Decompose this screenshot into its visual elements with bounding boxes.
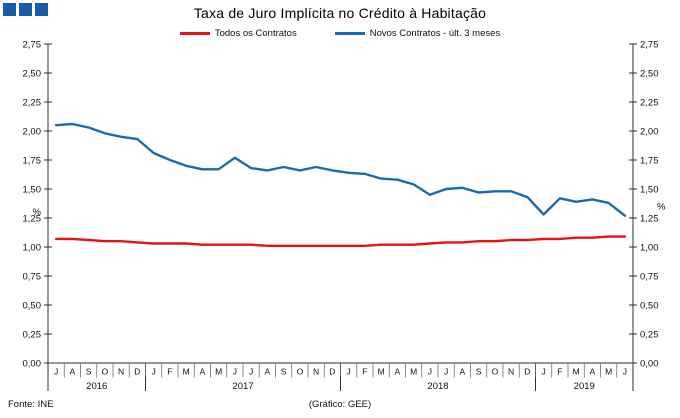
svg-text:2,25: 2,25 bbox=[640, 97, 659, 108]
svg-text:A: A bbox=[200, 367, 206, 377]
legend-line-swatch-red bbox=[179, 32, 210, 35]
svg-text:J: J bbox=[347, 367, 351, 377]
svg-text:O: O bbox=[297, 367, 304, 377]
svg-text:2,75: 2,75 bbox=[23, 39, 42, 50]
svg-text:M: M bbox=[215, 367, 222, 377]
svg-text:1,50: 1,50 bbox=[640, 184, 659, 195]
svg-text:1,75: 1,75 bbox=[23, 155, 42, 166]
svg-text:O: O bbox=[492, 367, 499, 377]
svg-text:2018: 2018 bbox=[427, 381, 448, 392]
svg-text:J: J bbox=[233, 367, 237, 377]
svg-text:1,00: 1,00 bbox=[640, 242, 659, 253]
y-axis-left-labels: 0,00 0,25 0,50 0,75 1,00 1,25 1,50 1,75 2,00 2,25… bbox=[23, 39, 42, 369]
svg-text:S: S bbox=[476, 367, 482, 377]
source-note: Fonte: INE bbox=[8, 399, 54, 410]
svg-text:2,00: 2,00 bbox=[640, 126, 659, 137]
legend-item-todos-os-contratos: Todos os Contratos bbox=[179, 28, 297, 39]
svg-text:J: J bbox=[542, 367, 546, 377]
svg-text:0,75: 0,75 bbox=[23, 271, 42, 282]
svg-text:2017: 2017 bbox=[232, 381, 253, 392]
svg-text:1,50: 1,50 bbox=[23, 184, 42, 195]
series-line-1 bbox=[54, 122, 627, 217]
svg-text:0,00: 0,00 bbox=[23, 358, 42, 369]
svg-text:N: N bbox=[508, 367, 514, 377]
svg-text:S: S bbox=[86, 367, 92, 377]
svg-text:F: F bbox=[167, 367, 172, 377]
ine-logo bbox=[3, 3, 48, 16]
svg-text:2,25: 2,25 bbox=[23, 97, 42, 108]
legend-item-novos-contratos: Novos Contratos - últ. 3 meses bbox=[334, 28, 501, 39]
series-line-0 bbox=[54, 235, 627, 248]
svg-text:J: J bbox=[428, 367, 432, 377]
svg-text:0,50: 0,50 bbox=[640, 300, 659, 311]
svg-text:A: A bbox=[590, 367, 596, 377]
svg-text:%: % bbox=[33, 207, 42, 218]
svg-text:0,75: 0,75 bbox=[640, 271, 659, 282]
svg-text:J: J bbox=[54, 367, 58, 377]
axes bbox=[44, 43, 637, 391]
legend-line-swatch-blue bbox=[334, 32, 365, 35]
svg-text:A: A bbox=[395, 367, 401, 377]
svg-text:0,25: 0,25 bbox=[640, 329, 659, 340]
svg-text:2,50: 2,50 bbox=[23, 68, 42, 79]
svg-text:0,00: 0,00 bbox=[640, 358, 659, 369]
chart-legend: Todos os Contratos Novos Contratos - últ… bbox=[0, 28, 680, 39]
logo-square bbox=[35, 3, 48, 16]
svg-text:D: D bbox=[134, 367, 140, 377]
svg-text:N: N bbox=[118, 367, 124, 377]
svg-text:1,75: 1,75 bbox=[640, 155, 659, 166]
svg-text:%: % bbox=[657, 201, 666, 212]
svg-text:D: D bbox=[524, 367, 530, 377]
svg-text:0,25: 0,25 bbox=[23, 329, 42, 340]
svg-text:O: O bbox=[102, 367, 109, 377]
svg-text:M: M bbox=[183, 367, 190, 377]
svg-text:1,00: 1,00 bbox=[23, 242, 42, 253]
svg-text:J: J bbox=[249, 367, 253, 377]
svg-text:M: M bbox=[605, 367, 612, 377]
svg-text:S: S bbox=[281, 367, 287, 377]
y-axis-right-labels: 0,00 0,25 0,50 0,75 1,00 1,25 1,50 1,75 2,00 2,25… bbox=[640, 39, 666, 369]
svg-text:N: N bbox=[313, 367, 319, 377]
svg-text:A: A bbox=[460, 367, 466, 377]
x-axis-labels: J A S O N D J F M A M J J A S O N D J F M A M J J A S O N D J F M A M J2016… bbox=[54, 367, 627, 393]
legend-label: Todos os Contratos bbox=[214, 28, 297, 39]
svg-text:D: D bbox=[329, 367, 335, 377]
svg-text:1,25: 1,25 bbox=[640, 213, 659, 224]
svg-text:J: J bbox=[444, 367, 448, 377]
svg-text:0,50: 0,50 bbox=[23, 300, 42, 311]
svg-text:A: A bbox=[70, 367, 76, 377]
svg-text:F: F bbox=[362, 367, 367, 377]
logo-square bbox=[19, 3, 32, 16]
svg-text:2016: 2016 bbox=[86, 381, 107, 392]
svg-text:A: A bbox=[265, 367, 271, 377]
svg-text:2019: 2019 bbox=[574, 381, 595, 392]
svg-text:2,75: 2,75 bbox=[640, 39, 659, 50]
legend-label: Novos Contratos - últ. 3 meses bbox=[369, 28, 501, 39]
logo-square bbox=[3, 3, 16, 16]
svg-text:1,25: 1,25 bbox=[23, 213, 42, 224]
chart-title: Taxa de Juro Implícita no Crédito à Habi… bbox=[193, 5, 487, 21]
svg-text:M: M bbox=[573, 367, 580, 377]
svg-text:M: M bbox=[410, 367, 417, 377]
svg-text:F: F bbox=[557, 367, 562, 377]
svg-text:J: J bbox=[623, 367, 627, 377]
credit-note: (Gráfico: GEE) bbox=[308, 399, 372, 410]
svg-text:J: J bbox=[152, 367, 156, 377]
svg-text:M: M bbox=[378, 367, 385, 377]
svg-text:2,00: 2,00 bbox=[23, 126, 42, 137]
svg-text:2,50: 2,50 bbox=[640, 68, 659, 79]
month-separators bbox=[63, 363, 618, 378]
